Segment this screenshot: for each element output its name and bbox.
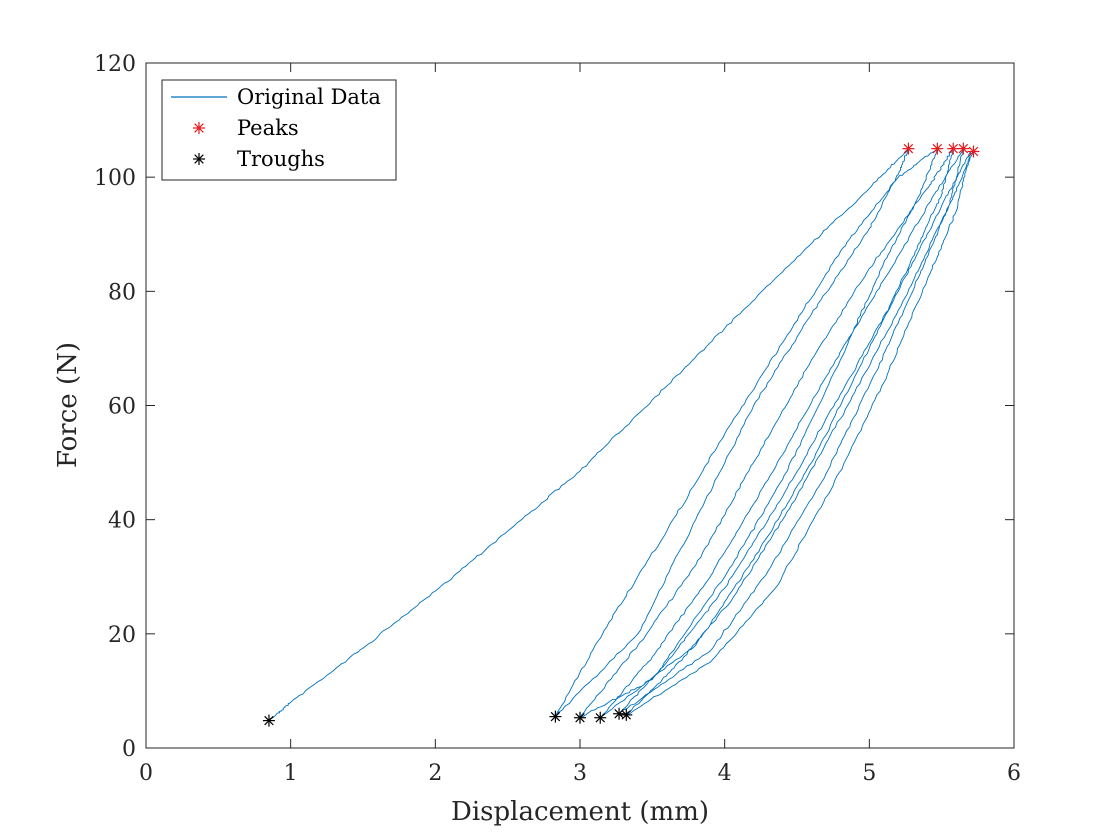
legend-troughs-marker xyxy=(193,153,205,165)
x-axis-label: Displacement (mm) xyxy=(451,797,709,827)
y-tick-label: 120 xyxy=(94,52,136,77)
peak-marker xyxy=(931,142,944,155)
y-tick-label: 0 xyxy=(122,737,136,762)
legend-label-peaks: Peaks xyxy=(237,116,299,140)
x-tick-label: 2 xyxy=(428,761,442,786)
legend: Original Data Peaks Troughs xyxy=(161,79,397,181)
x-tick-label: 0 xyxy=(139,761,153,786)
legend-peak-star xyxy=(193,122,205,134)
trough-marker xyxy=(262,714,275,727)
x-tick-label: 6 xyxy=(1007,761,1021,786)
y-tick-label: 40 xyxy=(108,509,136,534)
peak-marker xyxy=(957,142,970,155)
peak-marker xyxy=(967,145,980,158)
x-tick-label: 5 xyxy=(862,761,876,786)
trough-marker xyxy=(574,711,586,724)
x-tick-label: 3 xyxy=(573,761,587,786)
trough-marker xyxy=(594,711,607,724)
y-tick-label: 80 xyxy=(108,280,136,305)
peak-marker xyxy=(902,142,915,155)
data-layer xyxy=(262,142,980,727)
y-tick-label: 100 xyxy=(94,166,136,191)
original-data-line xyxy=(268,148,974,721)
trough-marker xyxy=(549,710,562,723)
x-tick-label: 4 xyxy=(718,761,732,786)
x-tick-label: 1 xyxy=(284,761,298,786)
y-axis-label: Force (N) xyxy=(53,342,83,468)
legend-trough-star xyxy=(193,153,205,165)
y-tick-label: 20 xyxy=(108,623,136,648)
legend-peaks-marker xyxy=(193,122,205,134)
legend-label-original-data: Original Data xyxy=(237,85,381,109)
trough-marker xyxy=(620,708,633,721)
y-tick-label: 60 xyxy=(108,395,136,420)
legend-label-troughs: Troughs xyxy=(237,147,325,171)
peak-marker xyxy=(947,142,960,155)
